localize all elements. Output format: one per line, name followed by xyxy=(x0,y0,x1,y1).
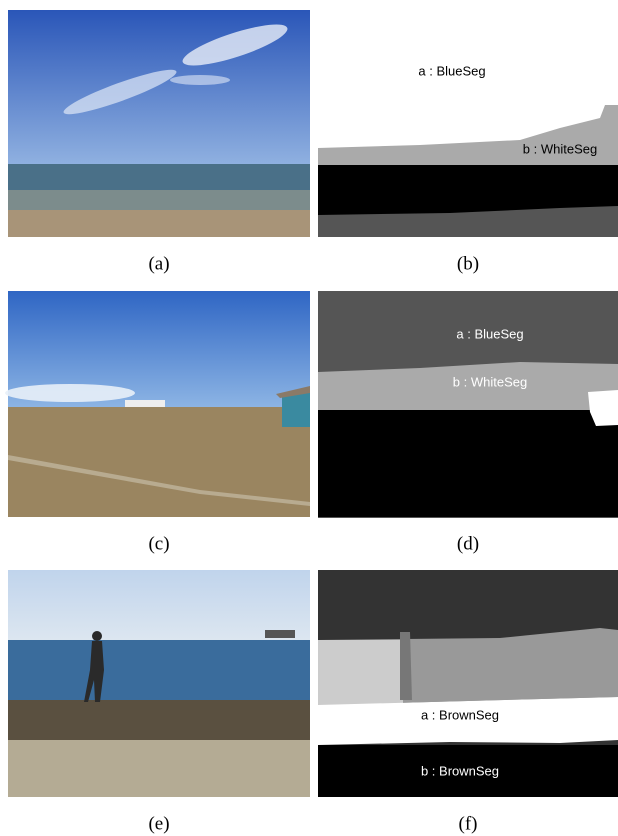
photo-e xyxy=(8,570,310,797)
segment-label: b : WhiteSeg xyxy=(453,374,527,389)
caption: (a) xyxy=(148,253,169,274)
segment-label: a : BlueSeg xyxy=(456,326,523,341)
caption: (e) xyxy=(148,813,169,834)
segmentation-d xyxy=(318,291,618,518)
photo-c xyxy=(5,291,310,517)
segmentation-b xyxy=(318,10,618,237)
caption: (b) xyxy=(457,253,479,274)
caption: (d) xyxy=(457,533,479,554)
segment-label: b : BrownSeg xyxy=(421,763,499,778)
caption: (f) xyxy=(459,813,478,834)
photo-a xyxy=(8,10,310,237)
segment-label: a : BrownSeg xyxy=(421,707,499,722)
page: (a) a : BlueSeg b : WhiteSeg (b) (c) a :… xyxy=(0,0,618,836)
caption: (c) xyxy=(148,533,169,554)
figure: (a) a : BlueSeg b : WhiteSeg (b) (c) a :… xyxy=(0,0,618,836)
segment-label: a : BlueSeg xyxy=(418,63,485,78)
segment-label: b : WhiteSeg xyxy=(523,141,597,156)
